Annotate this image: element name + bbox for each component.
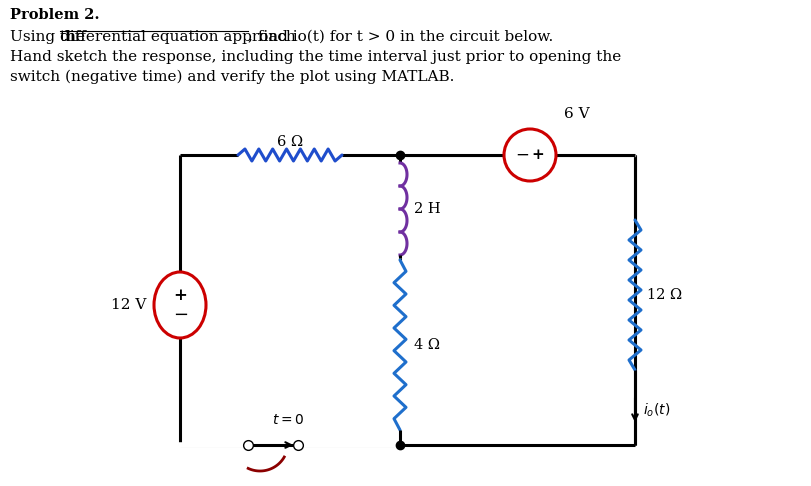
Text: Using the: Using the — [10, 30, 90, 44]
Text: $t = 0$: $t = 0$ — [272, 413, 304, 427]
Text: +: + — [173, 288, 187, 305]
Text: 6 V: 6 V — [564, 107, 589, 121]
Ellipse shape — [504, 129, 556, 181]
Text: 4 Ω: 4 Ω — [414, 338, 440, 352]
Text: −: − — [514, 146, 528, 163]
Text: , find io(t) for t > 0 in the circuit below.: , find io(t) for t > 0 in the circuit be… — [247, 30, 552, 44]
Text: Hand sketch the response, including the time interval just prior to opening the: Hand sketch the response, including the … — [10, 50, 620, 64]
Ellipse shape — [154, 272, 206, 338]
Text: 12 V: 12 V — [110, 298, 146, 312]
Text: +: + — [531, 148, 543, 162]
Text: $i_o(t)$: $i_o(t)$ — [642, 401, 669, 419]
Text: differential equation approach: differential equation approach — [60, 30, 295, 44]
Text: 2 H: 2 H — [414, 202, 440, 216]
Text: −: − — [174, 306, 188, 324]
Text: switch (negative time) and verify the plot using MATLAB.: switch (negative time) and verify the pl… — [10, 70, 454, 85]
Text: 12 Ω: 12 Ω — [646, 288, 681, 302]
Text: Problem 2.: Problem 2. — [10, 8, 100, 22]
Text: 6 Ω: 6 Ω — [277, 135, 303, 149]
